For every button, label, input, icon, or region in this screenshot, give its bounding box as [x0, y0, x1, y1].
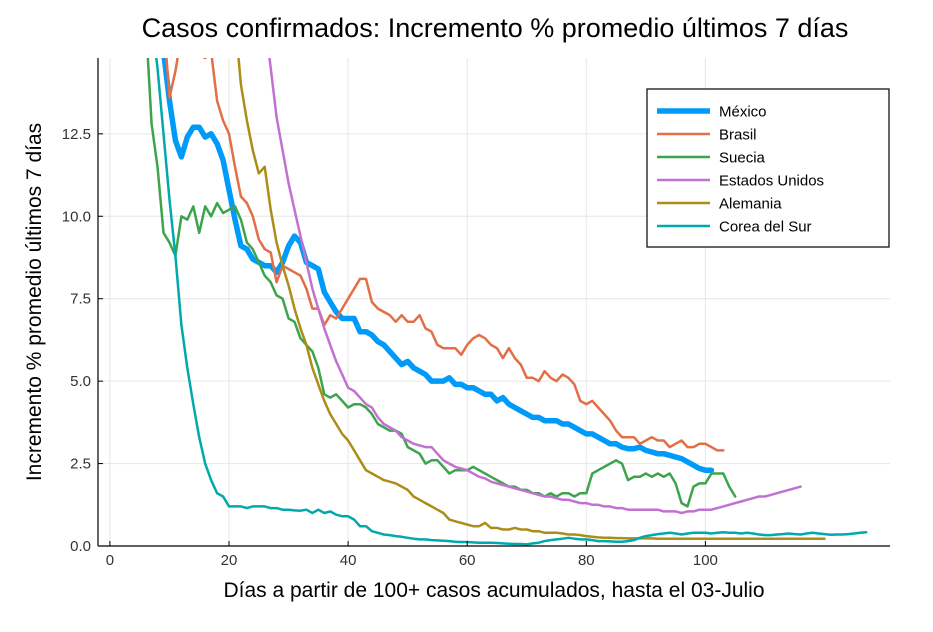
legend-label: Estados Unidos: [719, 173, 824, 190]
legend-label: México: [719, 104, 767, 121]
x-tick-label: 40: [340, 552, 357, 569]
y-tick-label: 10.0: [62, 208, 91, 225]
series-line-2: [146, 58, 737, 508]
chart-title: Casos confirmados: Incremento % promedio…: [142, 13, 849, 43]
y-tick-label: 7.5: [70, 291, 91, 308]
y-tick-label: 0.0: [70, 538, 91, 555]
legend-label: Corea del Sur: [719, 219, 812, 236]
x-tick-label: 100: [693, 552, 718, 569]
series-line-0: [161, 58, 715, 473]
y-tick-label: 12.5: [62, 126, 91, 143]
series-line-1: [165, 58, 725, 452]
legend-box: [646, 88, 890, 248]
legend: México Brasil Suecia Estados Unidos Alemania…: [646, 88, 890, 248]
x-tick-label: 20: [221, 552, 238, 569]
axes: [97, 58, 890, 547]
series-line-3: [268, 58, 802, 515]
series-line-4: [237, 58, 826, 540]
tick-labels: 0 20 40 60 80 100 0.0 2.5 5.0 7.5 10.0 12.5: [62, 126, 718, 569]
legend-label: Suecia: [719, 150, 766, 167]
y-axis-label: Incremento % promedio últimos 7 días: [23, 123, 46, 481]
x-axis-label: Días a partir de 100+ casos acumulados, …: [223, 579, 764, 602]
series-lines: [146, 58, 868, 546]
legend-label: Brasil: [719, 127, 757, 144]
x-tick-label: 80: [578, 552, 595, 569]
y-tick-label: 5.0: [70, 373, 91, 390]
x-tick-label: 60: [459, 552, 476, 569]
legend-label: Alemania: [719, 196, 782, 213]
x-tick-label: 0: [106, 552, 114, 569]
series-line-5: [155, 58, 868, 546]
y-tick-label: 2.5: [70, 456, 91, 473]
